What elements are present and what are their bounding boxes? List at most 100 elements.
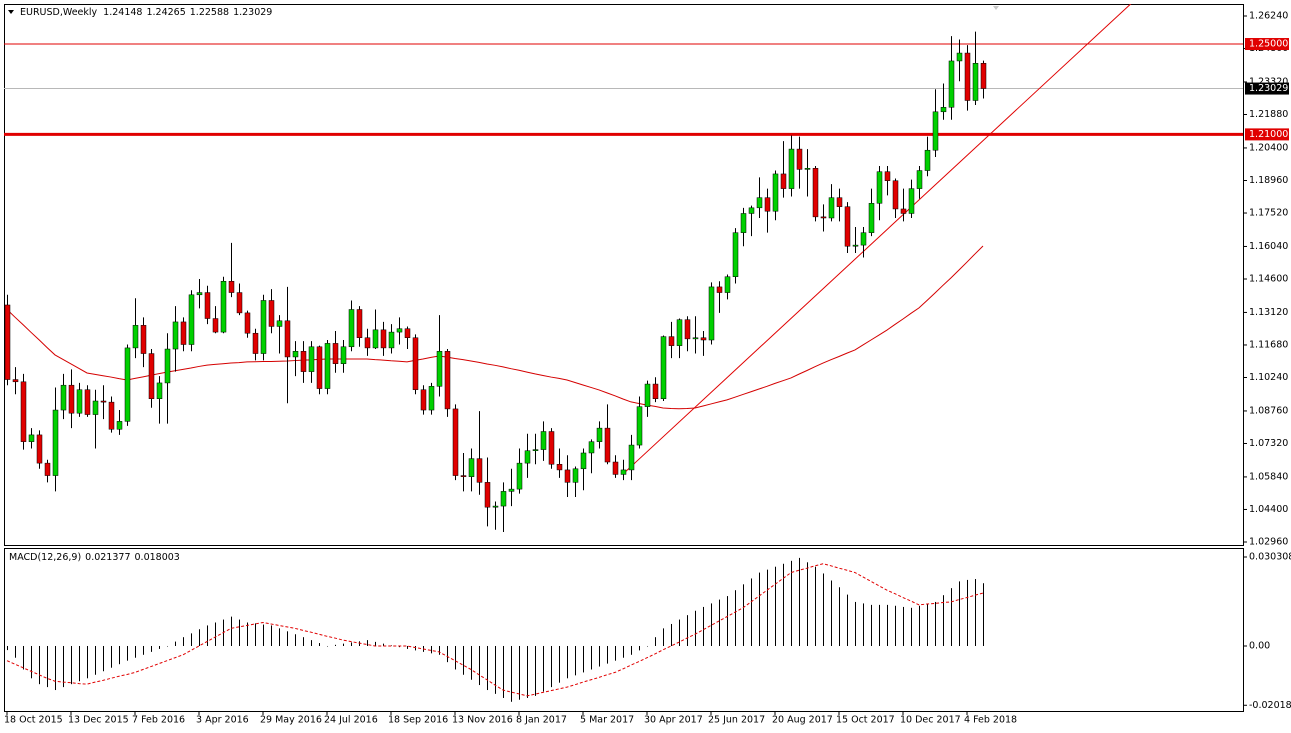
main-plot [4,4,1243,533]
price-label: 1.23029 [1249,83,1288,94]
candle-body-down [836,197,843,207]
candle-body-down [316,346,323,389]
macd-bar [871,604,872,646]
main-panel [4,4,1244,546]
x-tick-label: 3 Apr 2016 [196,715,249,726]
candle-body-up [340,346,347,364]
macd-bar [47,645,48,688]
x-tick-label: 18 Oct 2015 [4,715,63,726]
macd-bar [271,625,272,646]
macd-bar [679,619,680,646]
candle-body-down [100,400,107,403]
macd-bar [903,606,904,646]
macd-bar [431,645,432,654]
candle-body-down [140,325,147,354]
macd-bar [799,557,800,646]
candle-body-up [60,384,67,411]
candle-body-up [540,431,547,450]
macd-bar [623,645,624,658]
y-tick-label: 1.18960 [1249,175,1288,186]
macd-bar [855,601,856,646]
macd-bar [175,641,176,646]
macd-bar [719,599,720,646]
candle-body-down [68,384,75,414]
macd-bar [295,634,296,646]
candle-body-up [644,383,651,407]
macd-bar [535,645,536,696]
macd-bar [479,645,480,686]
macd-bar [935,601,936,646]
candle-body-down [228,281,235,293]
header-close: 1.23029 [233,7,272,18]
macd-bar [759,572,760,646]
macd-bar [543,645,544,692]
macd-bar [335,644,336,646]
macd-bar [735,590,736,646]
candle-body-down [900,208,907,214]
level-label: 1.21000 [1249,129,1288,140]
candle-body-down [484,482,491,508]
macd-bar [615,645,616,661]
candle-body-up [492,505,499,508]
macd-bar [159,645,160,649]
macd-bar [79,645,80,682]
y-tick-label: 1.11680 [1249,339,1288,350]
macd-bar [959,581,960,646]
macd-bar [407,645,408,649]
shift-marker [993,6,999,10]
x-tick-label: 10 Dec 2017 [900,715,961,726]
macd-bar [487,645,488,691]
macd-bar [975,579,976,646]
candle-body-up [532,449,539,451]
candle-body-up [660,336,667,399]
macd-bar [983,583,984,646]
macd-bar [367,640,368,646]
candle-body-up [676,319,683,346]
y-tick-label: 1.07320 [1249,438,1288,449]
x-tick-label: 5 Mar 2017 [580,715,634,726]
x-tick-label: 30 Apr 2017 [644,715,703,726]
candle-body-up [276,320,283,327]
x-tick-label: 13 Nov 2016 [452,715,513,726]
candle-body-up [732,232,739,277]
candle-body-down [44,462,51,476]
candle-body-up [580,452,587,470]
macd-bar [783,563,784,646]
macd-bar [455,645,456,670]
macd-panel [4,548,1244,712]
candle-body-down [332,343,339,364]
candle-body-up [468,458,475,477]
candle-body-down [460,475,467,477]
macd-bar [119,645,120,665]
y-tick-label: 1.13120 [1249,307,1288,318]
macd-bar [671,623,672,646]
macd-bar [327,645,328,647]
macd-bar [375,641,376,646]
x-tick-label: 4 Feb 2018 [964,715,1017,726]
macd-bar [511,645,512,702]
macd-header: MACD(12,26,9) 0.021377 0.018003 [9,552,180,563]
macd-bar [239,619,240,646]
candle-body-down [244,312,251,334]
candle-body-down [148,353,155,399]
macd-bar [15,645,16,658]
candle-body-down [884,171,891,181]
y-tick-label: 1.17520 [1249,208,1288,219]
candle-body-down [84,389,91,415]
y-tick-label: 1.23320 [1249,76,1288,87]
x-tick-label: 25 Jun 2017 [708,715,765,726]
x-tick-label: 18 Sep 2016 [388,715,448,726]
macd-bar [551,645,552,688]
y-tick-label: 1.20400 [1249,142,1288,153]
candle-body-up [132,325,139,349]
candle-body-up [636,406,643,446]
candle-body-up [124,347,131,422]
candle-body-up [788,148,795,189]
candle-body-down [652,383,659,399]
candle-body-up [868,203,875,233]
candle-body-down [404,328,411,338]
menu-triangle[interactable] [8,10,14,14]
macd-bar [639,645,640,651]
macd-bar [831,580,832,646]
macd-bar [839,587,840,646]
